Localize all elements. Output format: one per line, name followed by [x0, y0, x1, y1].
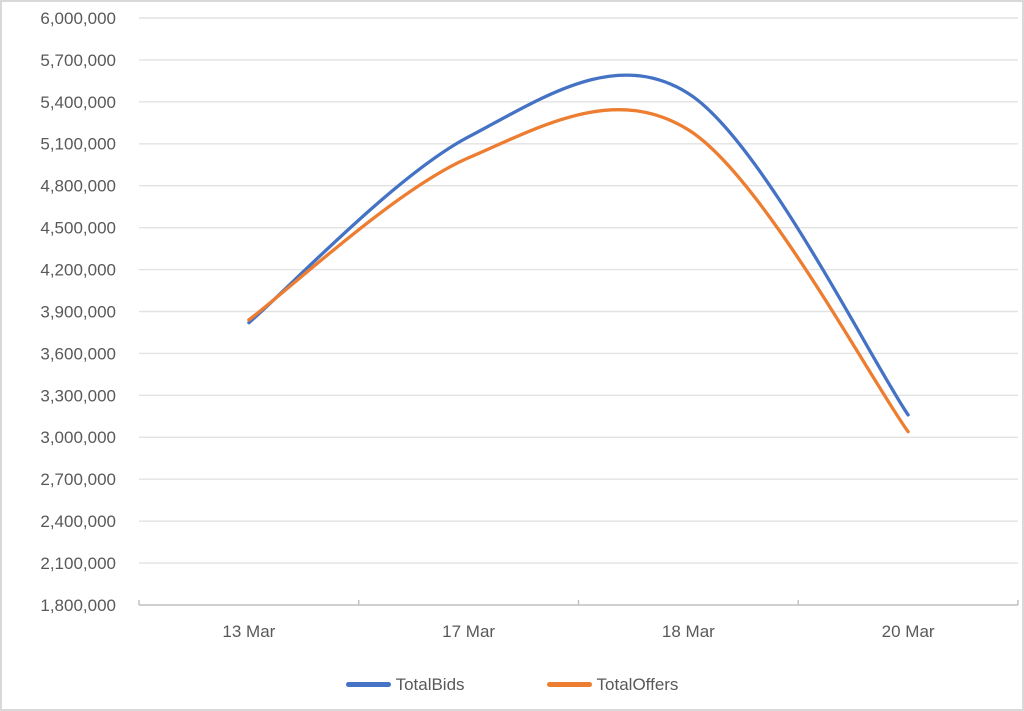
y-axis-label: 1,800,000 — [40, 596, 116, 615]
x-axis-label: 20 Mar — [882, 622, 935, 641]
y-axis-label: 2,100,000 — [40, 554, 116, 573]
y-axis-label: 5,400,000 — [40, 93, 116, 112]
legend-label-totalbids: TotalBids — [395, 674, 465, 694]
legend-line-swatch-totalbids — [345, 681, 391, 687]
legend-line-swatch-totaloffers — [546, 681, 592, 687]
legend-item-totalbids[interactable]: TotalBids — [345, 674, 465, 694]
y-axis-label: 2,700,000 — [40, 470, 116, 489]
x-axis-label: 17 Mar — [442, 622, 495, 641]
y-axis-label: 3,900,000 — [40, 302, 116, 321]
x-axis-label: 18 Mar — [662, 622, 715, 641]
y-axis-label: 3,000,000 — [40, 428, 116, 447]
series-line-totalbids[interactable] — [247, 73, 910, 417]
legend: TotalBids TotalOffers — [2, 668, 1022, 700]
y-axis-label: 4,200,000 — [40, 261, 116, 280]
y-axis-label: 4,500,000 — [40, 219, 116, 238]
y-axis-label: 3,300,000 — [40, 386, 116, 405]
legend-label-totaloffers: TotalOffers — [596, 674, 679, 694]
y-axis-label: 5,700,000 — [40, 51, 116, 70]
series-line-totaloffers[interactable] — [247, 108, 910, 434]
y-axis-label: 4,800,000 — [40, 177, 116, 196]
y-axis-label: 3,600,000 — [40, 344, 116, 363]
y-axis-label: 6,000,000 — [40, 9, 116, 28]
y-axis-label: 2,400,000 — [40, 512, 116, 531]
plot-area: 6,000,000 5,700,000 5,400,000 5,100,000 4,80… — [40, 9, 1019, 641]
legend-item-totaloffers[interactable]: TotalOffers — [546, 674, 679, 694]
y-axis-label: 5,100,000 — [40, 135, 116, 154]
x-axis-label: 13 Mar — [222, 622, 275, 641]
